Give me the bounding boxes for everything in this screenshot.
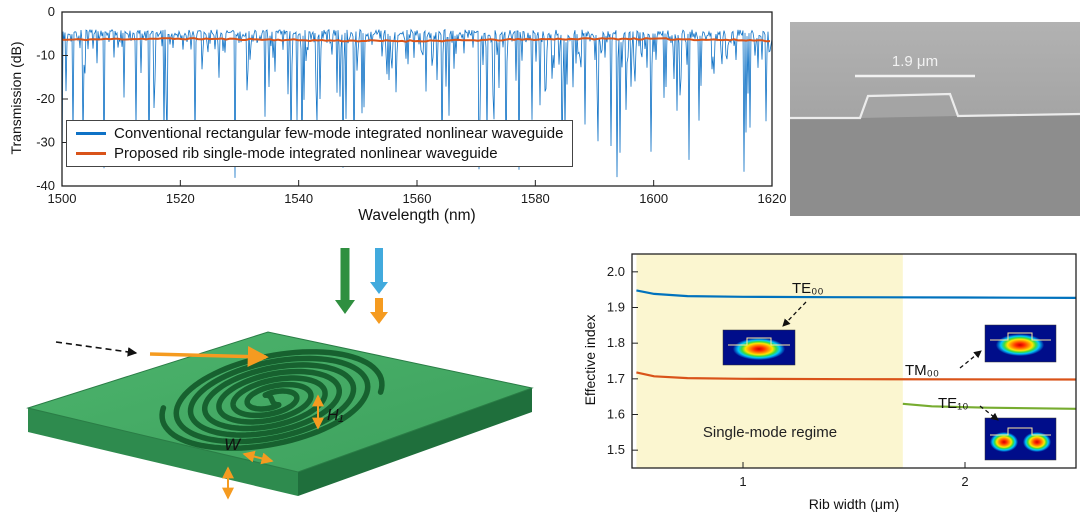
spectrum-traces (62, 28, 772, 178)
y-tick-label: -40 (36, 178, 55, 193)
input-waveguide-arrow (149, 346, 269, 368)
chip-right-side-face (298, 388, 532, 496)
x-tick-label: 1580 (521, 191, 550, 206)
width-dimension-arrow (242, 450, 274, 465)
spectrum-y-axis-label: Transmission (dB) (8, 41, 24, 155)
te00-annotation-arrow (782, 301, 807, 327)
x-tick-label: 1600 (639, 191, 668, 206)
modes-y-axis-label: Effective index (582, 314, 598, 406)
y-tick-label: 1.6 (607, 407, 625, 422)
legend-item-rib: Proposed rib single-mode integrated nonl… (76, 145, 563, 162)
legend-item-conventional: Conventional rectangular few-mode integr… (76, 125, 563, 142)
green-down-light-arrow (335, 248, 355, 314)
mode-dispersion-panel: 1 2 1.5 1.6 1.7 1.8 1.9 2.0 TE₀₀ TM₀₀ TE₁₀ Sing… (580, 246, 1080, 531)
sem-rib-waveguide (860, 94, 958, 118)
rib-height-dimension-label: H₁ (327, 407, 344, 424)
modes-x-axis-label: Rib width (μm) (808, 496, 900, 512)
spiral-arm (169, 336, 389, 456)
spectrum-trace-conventional (62, 28, 772, 178)
x-tick-label: 1620 (758, 191, 787, 206)
mode-axes-layer: 1 2 1.5 1.6 1.7 1.8 1.9 2.0 (607, 253, 1077, 489)
chip-render-panel: W H₁ (0, 240, 575, 531)
te10-annotation-arrow (979, 405, 999, 421)
tm00-mode-profile-inset (984, 324, 1057, 363)
sem-image: 1.9 μm (790, 22, 1080, 216)
spectrum-chart: 1500 1520 1540 1560 1580 1600 1620 0 -10 -20 -30 -4… (36, 4, 787, 206)
y-tick-label: -10 (36, 48, 55, 63)
y-tick-label: 1.9 (607, 300, 625, 315)
te10-mode-profile-inset (984, 417, 1057, 461)
x-tick-label: 1500 (48, 191, 77, 206)
y-tick-label: 2.0 (607, 264, 625, 279)
chip-illustration: W H₁ (26, 248, 534, 500)
mode-curve-0 (636, 289, 1077, 299)
mode-curve-2 (902, 402, 1077, 410)
input-facet-dashed-arrow (55, 341, 138, 357)
y-tick-label: 1.5 (607, 442, 625, 457)
mode-curve-1 (636, 371, 1077, 381)
y-tick-label: -20 (36, 91, 55, 106)
spectrum-panel: 1500 1520 1540 1560 1580 1600 1620 0 -10 -20 -30 -4… (0, 0, 790, 246)
x-tick-label: 2 (961, 474, 968, 489)
spiral-center-s-bend (265, 393, 278, 407)
blue-down-light-arrow (370, 248, 388, 294)
mode-dispersion-chart: 1 2 1.5 1.6 1.7 1.8 1.9 2.0 (607, 253, 1077, 489)
y-tick-label: 0 (48, 4, 55, 19)
legend-line-swatch-blue (76, 132, 106, 135)
x-tick-label: 1560 (403, 191, 432, 206)
sem-surface-edge (790, 92, 1080, 120)
spectrum-trace-rib (62, 37, 771, 43)
modes-axes-frame (631, 253, 1077, 469)
spiral-arm (156, 345, 376, 465)
y-tick-label: 1.8 (607, 335, 625, 350)
x-tick-label: 1520 (166, 191, 195, 206)
legend-label-rib: Proposed rib single-mode integrated nonl… (114, 145, 498, 162)
x-tick-label: 1 (739, 474, 746, 489)
te10-mode-label: TE₁₀ (938, 395, 969, 412)
sem-scale-bar-label: 1.9 μm (892, 53, 938, 70)
width-dimension-label: W (224, 435, 242, 454)
chip-top-face (26, 331, 534, 473)
sem-substrate (790, 94, 1080, 216)
te00-mode-label: TE₀₀ (792, 280, 824, 297)
tm00-mode-label: TM₀₀ (905, 362, 940, 379)
legend-line-swatch-orange (76, 152, 106, 155)
sem-image-panel: 1.9 μm (790, 22, 1080, 216)
spectrum-x-axis-label: Wavelength (nm) (358, 207, 476, 224)
y-tick-label: -30 (36, 135, 55, 150)
y-tick-label: 1.7 (607, 371, 625, 386)
orange-down-light-arrow (370, 298, 388, 324)
legend-label-conventional: Conventional rectangular few-mode integr… (114, 125, 564, 142)
x-tick-label: 1540 (284, 191, 313, 206)
spiral-waveguide (155, 336, 390, 464)
te00-mode-profile-inset (722, 329, 796, 366)
single-mode-regime-label: Single-mode regime (702, 424, 838, 441)
spectrum-legend: Conventional rectangular few-mode integr… (66, 120, 574, 167)
tm00-annotation-arrow (959, 350, 982, 369)
